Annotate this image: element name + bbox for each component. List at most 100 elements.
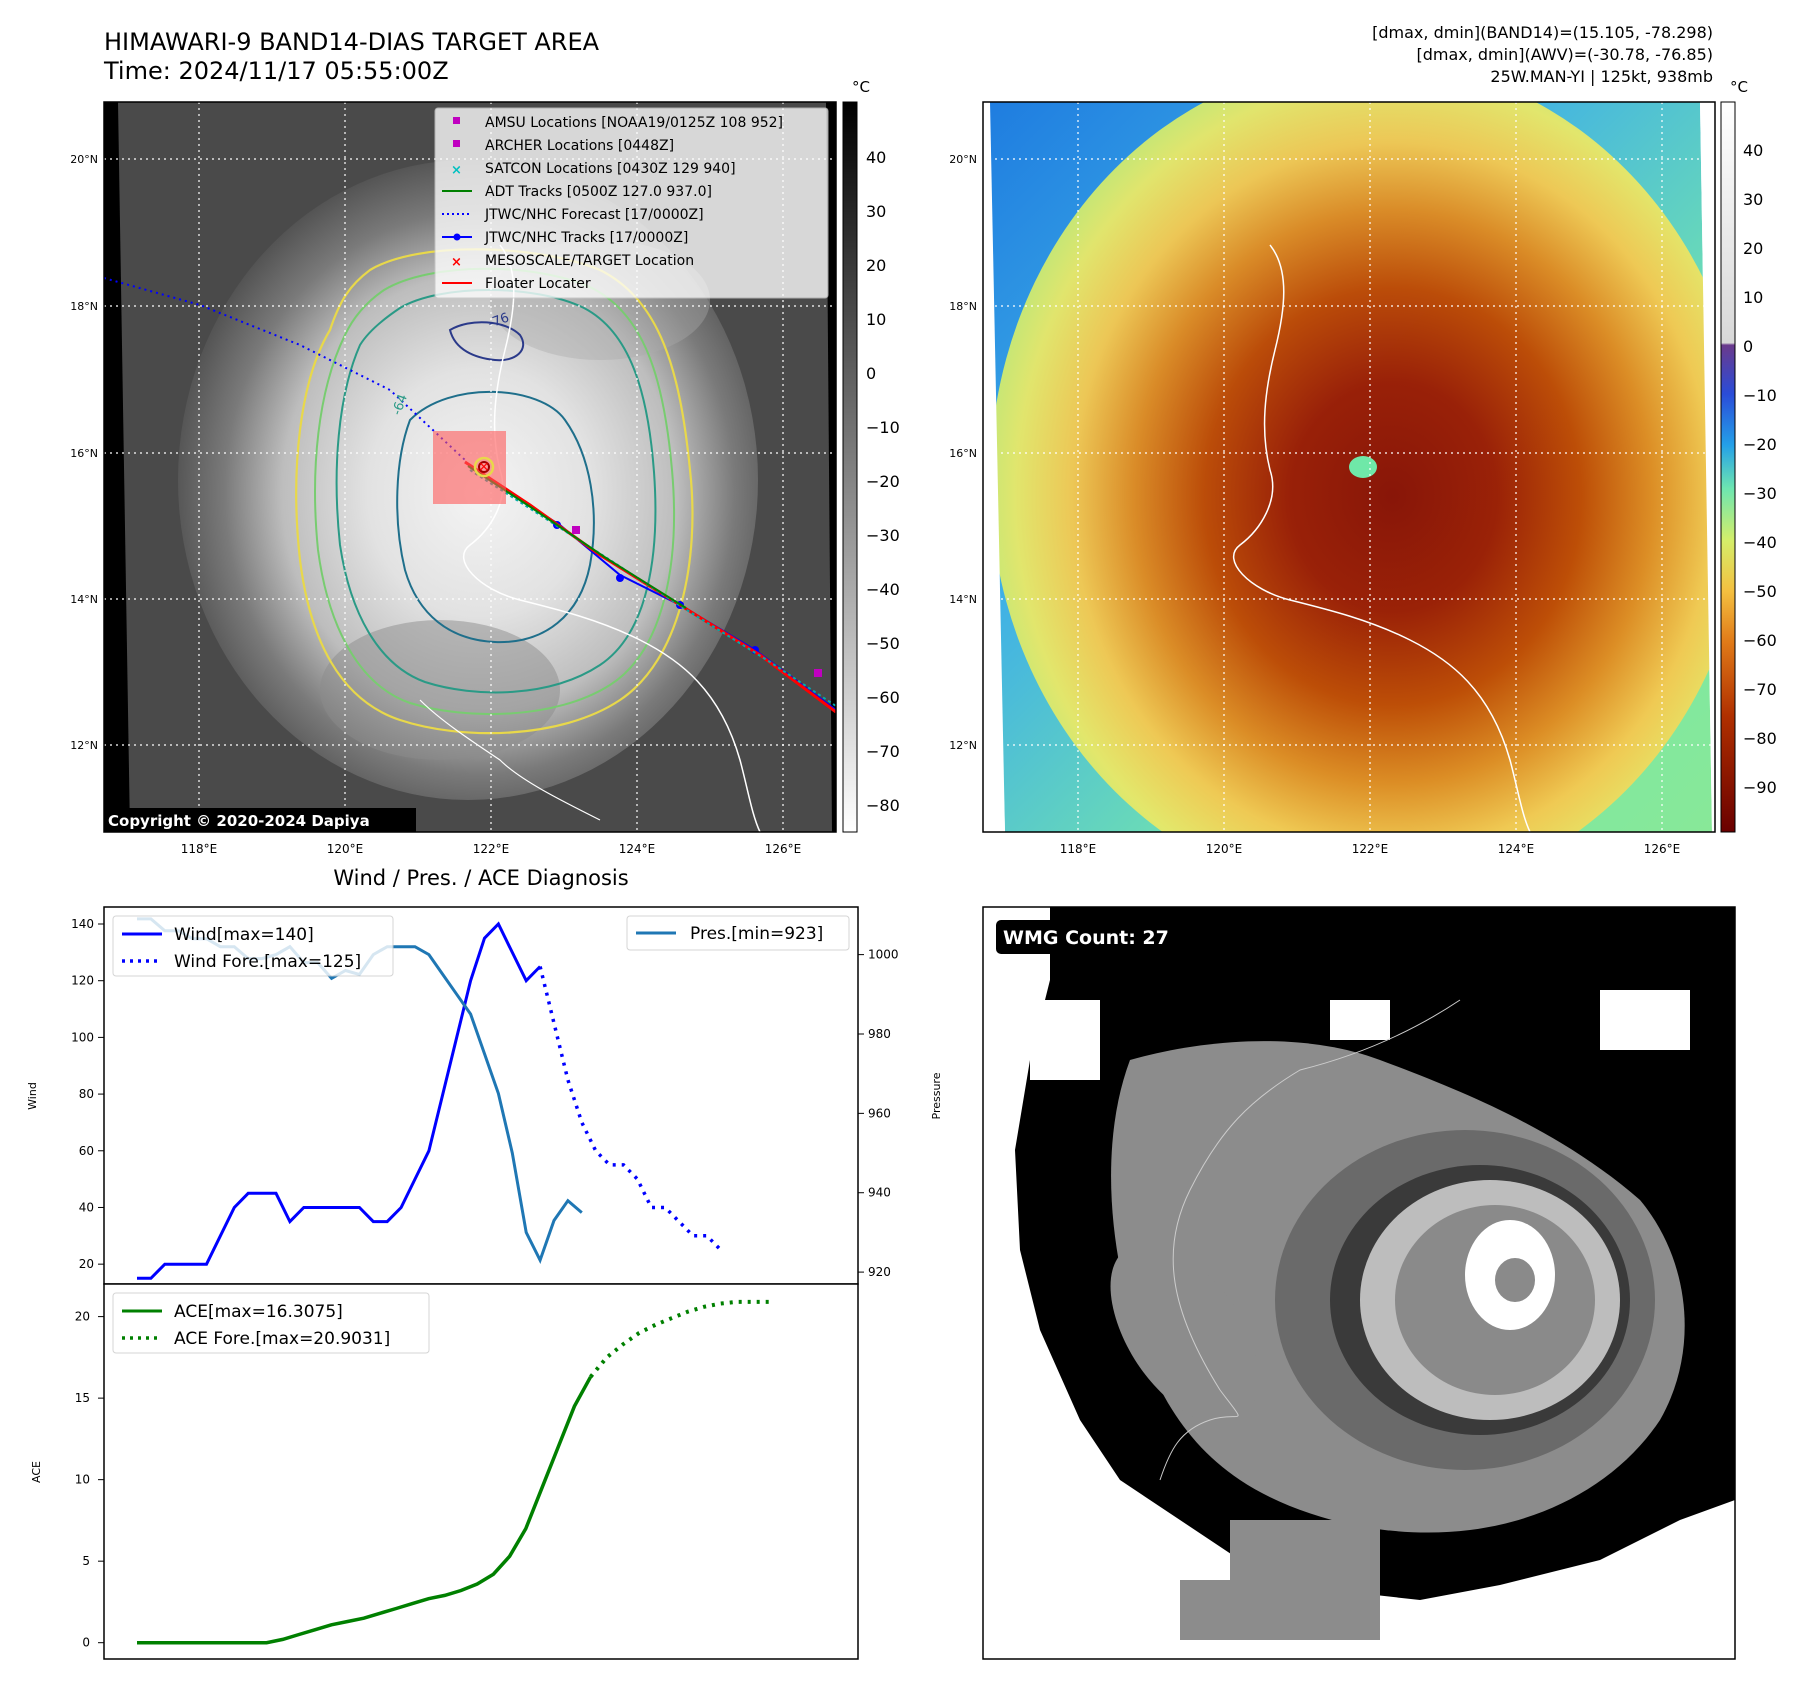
pressure-axis-label: Pressure [930, 1072, 943, 1119]
ir-cb-tick-m30: −30 [866, 526, 900, 545]
ir-colorbar-unit: °C [852, 78, 870, 96]
wind-tick-label: 60 [79, 1144, 94, 1158]
ir-cb-tick-m60: −60 [866, 688, 900, 707]
awv-map-panel: 20°N 18°N 16°N 14°N 12°N 118°E 120°E 122… [949, 101, 1716, 856]
ace-legend: ACE[max=16.3075] ACE Fore.[max=20.9031] [112, 1292, 430, 1354]
figure-time: Time: 2024/11/17 05:55:00Z [103, 57, 449, 85]
pressure-tick-label: 940 [868, 1186, 891, 1200]
ir-lon-124: 124°E [619, 842, 656, 856]
wind-tick-label: 100 [71, 1030, 94, 1044]
legend-adt: ADT Tracks [0500Z 127.0 937.0] [485, 184, 712, 200]
awv-lon-120: 120°E [1206, 842, 1243, 856]
ir-lat-16: 16°N [70, 447, 98, 460]
ir-cb-tick-30: 30 [866, 202, 886, 221]
awv-cb-tick-m40: −40 [1743, 533, 1777, 552]
awv-cb-tick-m90: −90 [1743, 778, 1777, 797]
ace-tick-label: 5 [82, 1554, 90, 1568]
ir-lat-18: 18°N [70, 300, 98, 313]
legend-jtwc-forecast: JTWC/NHC Forecast [17/0000Z] [484, 207, 704, 223]
ir-colorbar-ticks: 40 30 20 10 0 −10 −20 −30 −40 −50 −60 −7… [866, 148, 900, 815]
figure-title: HIMAWARI-9 BAND14-DIAS TARGET AREA [104, 28, 600, 56]
ir-cb-tick-m70: −70 [866, 742, 900, 761]
ir-lat-12: 12°N [70, 739, 98, 752]
ace-y-axis: 0 5 10 15 20 [75, 1310, 104, 1650]
wind-tick-label: 120 [71, 974, 94, 988]
ir-lon-labels: 118°E 120°E 122°E 124°E 126°E [181, 842, 802, 856]
pressure-y-axis: 920 940 960 980 1000 [858, 948, 899, 1279]
ir-cb-tick-m10: −10 [866, 418, 900, 437]
wind-tick-label: 40 [79, 1200, 94, 1214]
ir-cb-tick-40: 40 [866, 148, 886, 167]
ir-lat-labels: 20°N 18°N 16°N 14°N 12°N [70, 153, 98, 752]
awv-cb-tick-m50: −50 [1743, 582, 1777, 601]
wind-y-axis: 20 40 60 80 100 120 140 [71, 917, 104, 1271]
pressure-tick-label: 1000 [868, 948, 899, 962]
legend-floater: Floater Locater [485, 276, 591, 292]
awv-lat-16: 16°N [949, 447, 977, 460]
ir-cb-tick-10: 10 [866, 310, 886, 329]
awv-cb-tick-0: 0 [1743, 337, 1753, 356]
awv-lon-124: 124°E [1498, 842, 1535, 856]
awv-lon-126: 126°E [1644, 842, 1681, 856]
ir-cb-tick-m80: −80 [866, 796, 900, 815]
ace-forecast-series-line [589, 1299, 769, 1379]
awv-lat-20: 20°N [949, 153, 977, 166]
ir-cb-tick-20: 20 [866, 256, 886, 275]
wind-tick-label: 80 [79, 1087, 94, 1101]
mesoscale-target-box [433, 431, 506, 504]
awv-cb-tick-m80: −80 [1743, 729, 1777, 748]
awv-lat-14: 14°N [949, 593, 977, 606]
awv-cb-tick-40: 40 [1743, 141, 1763, 160]
ace-tick-label: 15 [75, 1391, 90, 1405]
wind-forecast-series-line [538, 966, 723, 1252]
copyright-label: Copyright © 2020-2024 Dapiya [108, 812, 370, 830]
wind-pressure-chart: Wind / Pres. / ACE Diagnosis 20 40 60 80 100… [26, 866, 943, 1285]
awv-cb-tick-m70: −70 [1743, 680, 1777, 699]
ace-axis-label: ACE [30, 1461, 43, 1483]
wind-axis-label: Wind [26, 1082, 39, 1110]
awv-lon-122: 122°E [1352, 842, 1389, 856]
wind-tick-label: 140 [71, 917, 94, 931]
awv-cb-tick-m30: −30 [1743, 484, 1777, 503]
awv-gridlines [983, 102, 1715, 832]
awv-lat-12: 12°N [949, 739, 977, 752]
ace-tick-label: 20 [75, 1310, 90, 1324]
awv-lon-118: 118°E [1060, 842, 1097, 856]
awv-cb-tick-30: 30 [1743, 190, 1763, 209]
storm-info-label: 25W.MAN-YI | 125kt, 938mb [1490, 67, 1713, 86]
pressure-tick-label: 920 [868, 1265, 891, 1279]
ace-tick-label: 0 [82, 1636, 90, 1650]
awv-lat-18: 18°N [949, 300, 977, 313]
dmax-band14-label: [dmax, dmin](BAND14)=(15.105, -78.298) [1372, 23, 1713, 42]
awv-cb-tick-10: 10 [1743, 288, 1763, 307]
ace-chart: 0 5 10 15 20 ACE ACE[max=16.3075] ACE Fore.[… [30, 1283, 859, 1660]
ir-lon-122: 122°E [473, 842, 510, 856]
awv-colorbar: °C 40 30 20 10 0 −10 −20 −30 −40 −50 −60… [1720, 78, 1777, 833]
contour-label-76: -76 [486, 310, 511, 331]
ir-cb-tick-m40: −40 [866, 580, 900, 599]
pressure-legend: Pres.[min=923] [626, 915, 850, 951]
awv-cb-tick-m20: −20 [1743, 435, 1777, 454]
awv-coastline [1233, 244, 1531, 832]
target-location-marker: × [478, 459, 490, 475]
ir-lon-126: 126°E [765, 842, 802, 856]
awv-eye [1349, 456, 1377, 478]
legend-ace-forecast: ACE Fore.[max=20.9031] [174, 1329, 390, 1349]
ir-cb-tick-0: 0 [866, 364, 876, 383]
awv-cb-tick-20: 20 [1743, 239, 1763, 258]
ace-tick-label: 10 [75, 1473, 90, 1487]
legend-jtwc-tracks: JTWC/NHC Tracks [17/0000Z] [484, 230, 688, 246]
coastline [463, 244, 761, 832]
legend-mesoscale: MESOSCALE/TARGET Location [485, 253, 694, 269]
ir-cb-tick-m20: −20 [866, 472, 900, 491]
legend-archer: ARCHER Locations [0448Z] [485, 138, 674, 154]
jtwc-forecast-track [104, 277, 466, 461]
amsu-marker [572, 526, 580, 534]
contour-blue [396, 390, 595, 644]
contour-label-64: -64 [390, 392, 411, 417]
ir-colorbar: °C 40 30 20 10 0 −10 −20 −30 −40 −50 −60… [842, 78, 900, 833]
diagnosis-title: Wind / Pres. / ACE Diagnosis [333, 866, 628, 890]
svg-text:×: × [451, 163, 462, 178]
wind-tick-label: 20 [79, 1257, 94, 1271]
contour-dark-blue [448, 321, 525, 362]
